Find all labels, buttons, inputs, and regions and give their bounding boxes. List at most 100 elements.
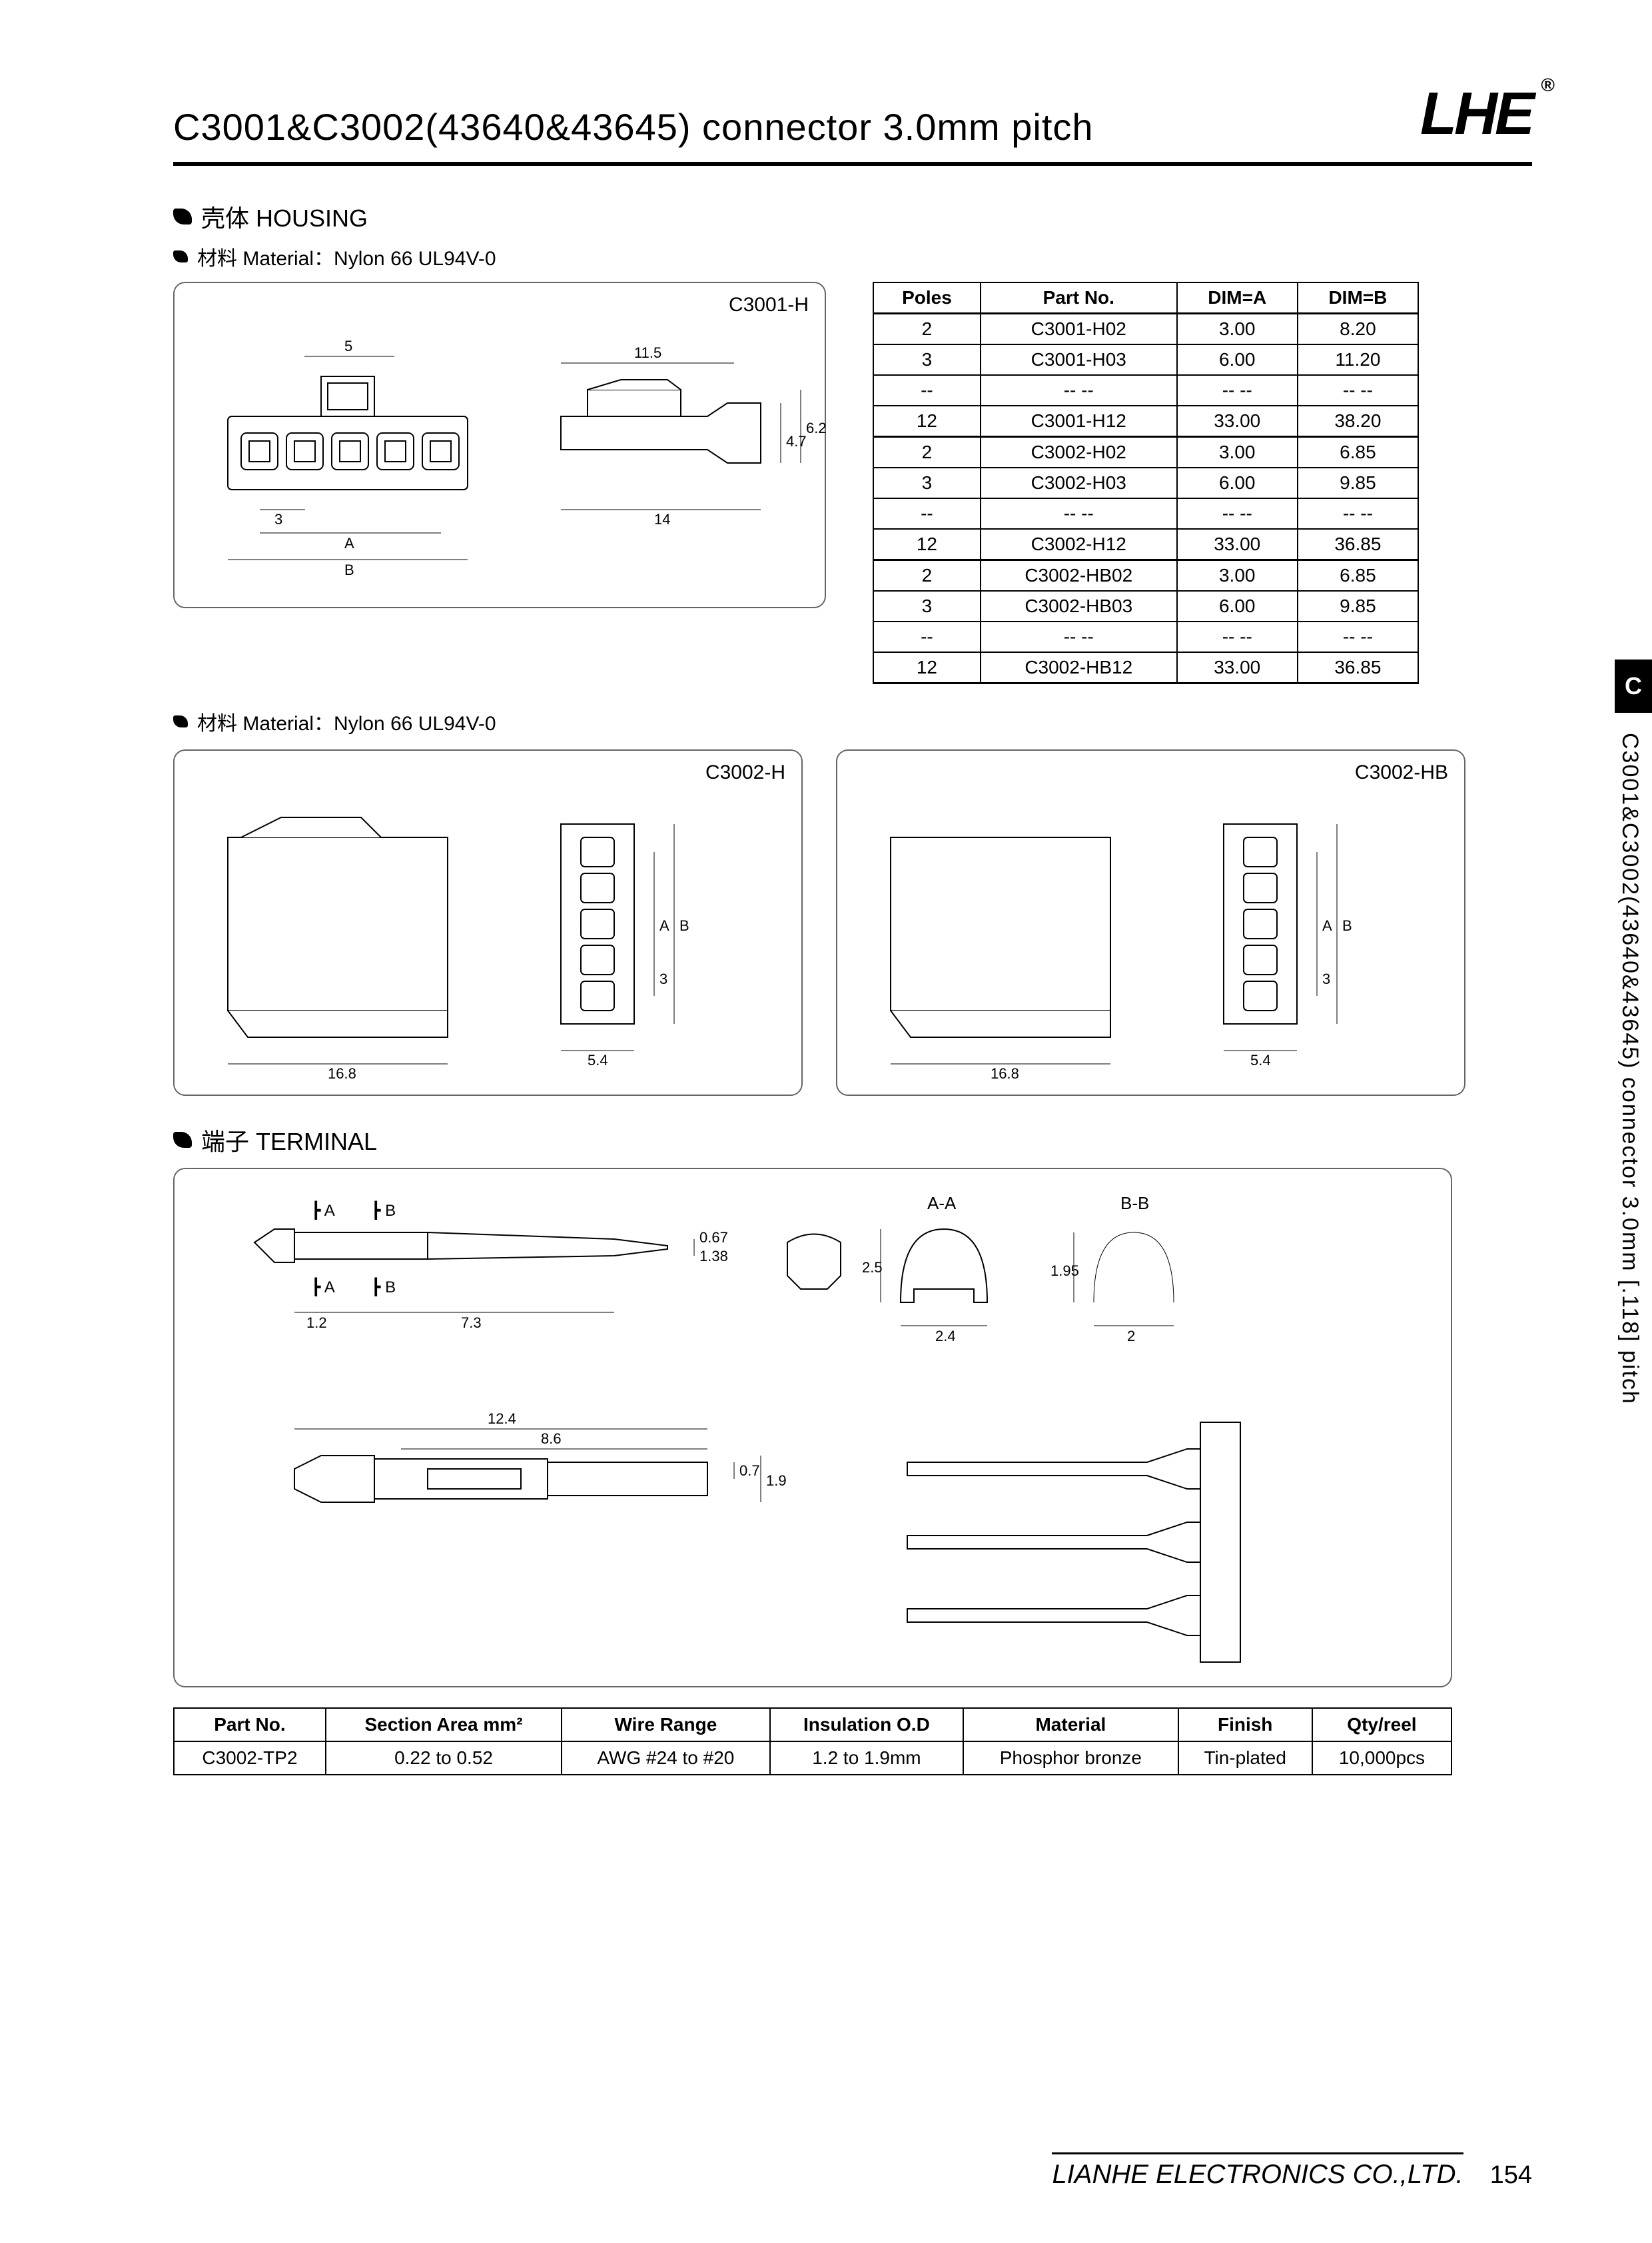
dim-text: 3 — [659, 971, 667, 987]
table-header: DIM=A — [1177, 282, 1298, 314]
housing-drawing-2: 16.8 A B 3 — [188, 764, 791, 1084]
table-row: ---- ---- ---- -- — [873, 622, 1418, 652]
section-a: A — [324, 1202, 335, 1220]
table-row: 3C3002-HB036.009.85 — [873, 591, 1418, 622]
table-cell: C3002-TP2 — [174, 1741, 326, 1775]
table-cell: 2 — [873, 560, 981, 592]
table-row: ---- ---- ---- -- — [873, 375, 1418, 406]
table-cell: 33.00 — [1177, 529, 1298, 560]
section-b: B — [385, 1202, 396, 1220]
dim-text: 5.4 — [1250, 1052, 1271, 1069]
table-cell: -- -- — [1177, 622, 1298, 652]
housing-panel-c3002h: C3002-H 16.8 — [173, 749, 803, 1096]
dim-text: A — [659, 917, 669, 934]
terminal-section-header: 端子 TERMINAL — [173, 1122, 1532, 1157]
dim-text: 1.9 — [766, 1472, 787, 1489]
table-cell: 38.20 — [1298, 406, 1418, 437]
table-cell: C3002-HB02 — [981, 560, 1177, 592]
table-cell: -- -- — [981, 375, 1177, 406]
dim-text: 5 — [344, 338, 352, 354]
table-header: Part No. — [174, 1708, 326, 1741]
dim-text: 2 — [1127, 1328, 1135, 1344]
table-header: Poles — [873, 282, 981, 314]
material-line-1: 材料 Material：Nylon 66 UL94V-0 — [173, 242, 1532, 271]
dim-text: 11.5 — [634, 344, 661, 361]
table-row: 12C3002-H1233.0036.85 — [873, 529, 1418, 560]
svg-text:┣ A: ┣ A — [311, 1200, 335, 1220]
table-cell: -- -- — [1298, 375, 1418, 406]
leaf-icon — [173, 209, 192, 224]
table-cell: 3 — [873, 591, 981, 622]
table-cell: 36.85 — [1298, 529, 1418, 560]
terminal-title: 端子 TERMINAL — [201, 1122, 377, 1157]
table-cell: 6.00 — [1177, 468, 1298, 498]
table-cell: 12 — [873, 406, 981, 437]
brand-logo: LHE® — [1420, 80, 1532, 149]
panel-label: C3002-H — [705, 761, 785, 784]
table-cell: -- — [873, 622, 981, 652]
material-text: 材料 Material：Nylon 66 UL94V-0 — [197, 707, 496, 736]
dim-text: 1.38 — [699, 1248, 728, 1264]
table-cell: -- -- — [1177, 375, 1298, 406]
dim-text: 16.8 — [991, 1065, 1019, 1082]
table-cell: 3.00 — [1177, 437, 1298, 468]
table-cell: 33.00 — [1177, 406, 1298, 437]
housing-panel-c3001h: C3001-H 5 — [173, 282, 826, 608]
table-header: Qty/reel — [1312, 1708, 1451, 1741]
table-row: 3C3001-H036.0011.20 — [873, 344, 1418, 375]
table-row: 2C3002-H023.006.85 — [873, 437, 1418, 468]
table-cell: Phosphor bronze — [963, 1741, 1178, 1775]
dim-text: 1.2 — [306, 1314, 327, 1331]
registered-mark: ® — [1541, 75, 1552, 96]
table-cell: 8.20 — [1298, 314, 1418, 345]
table-cell: 3.00 — [1177, 314, 1298, 345]
dim-text: 2.4 — [935, 1328, 956, 1344]
table-cell: -- -- — [1177, 498, 1298, 529]
table-cell: 9.85 — [1298, 591, 1418, 622]
table-cell: C3002-H12 — [981, 529, 1177, 560]
table-cell: C3001-H02 — [981, 314, 1177, 345]
dim-text: 7.3 — [461, 1314, 482, 1331]
table-cell: 1.2 to 1.9mm — [770, 1741, 964, 1775]
footer-page-number: 154 — [1490, 2161, 1532, 2190]
table-cell: 2 — [873, 314, 981, 345]
table-cell: 10,000pcs — [1312, 1741, 1451, 1775]
dim-text: 0.7 — [739, 1462, 760, 1479]
table-cell: 3.00 — [1177, 560, 1298, 592]
page-title: C3001&C3002(43640&43645) connector 3.0mm… — [173, 105, 1094, 149]
table-row: 3C3002-H036.009.85 — [873, 468, 1418, 498]
dim-text: 3 — [1322, 971, 1330, 987]
dim-text: 5.4 — [588, 1052, 608, 1069]
section-aa: A-A — [927, 1193, 957, 1213]
panel-label: C3002-HB — [1355, 761, 1448, 784]
dim-text: 1.95 — [1050, 1262, 1079, 1279]
table-cell: 12 — [873, 652, 981, 683]
logo-text: LHE — [1420, 81, 1532, 147]
dim-text: A — [344, 535, 354, 552]
leaf-icon — [173, 1132, 192, 1148]
table-header: Section Area mm² — [326, 1708, 562, 1741]
footer-company: LIANHE ELECTRONICS CO.,LTD. — [1052, 2152, 1463, 2190]
table-cell: C3002-H02 — [981, 437, 1177, 468]
table-cell: AWG #24 to #20 — [562, 1741, 769, 1775]
table-cell: -- -- — [981, 498, 1177, 529]
table-header: Material — [963, 1708, 1178, 1741]
side-text: C3001&C3002(43640&43645) connector 3.0mm… — [1617, 733, 1643, 1665]
material-text: 材料 Material：Nylon 66 UL94V-0 — [197, 242, 496, 271]
dim-text: B — [1342, 917, 1352, 934]
table-cell: -- — [873, 498, 981, 529]
table-row: 12C3002-HB1233.0036.85 — [873, 652, 1418, 683]
dim-text: B — [679, 917, 689, 934]
table-cell: 3 — [873, 468, 981, 498]
table-header: Finish — [1178, 1708, 1312, 1741]
dim-text: A — [1322, 917, 1332, 934]
table-header: Part No. — [981, 282, 1177, 314]
housing-table: PolesPart No.DIM=ADIM=B 2C3001-H023.008.… — [873, 282, 1419, 684]
section-b: B — [385, 1278, 396, 1296]
table-cell: 12 — [873, 529, 981, 560]
table-cell: C3002-H03 — [981, 468, 1177, 498]
table-row: ---- ---- ---- -- — [873, 498, 1418, 529]
table-cell: 6.00 — [1177, 591, 1298, 622]
housing-drawing-3: 16.8 A B 3 — [851, 764, 1453, 1084]
table-row: 12C3001-H1233.0038.20 — [873, 406, 1418, 437]
